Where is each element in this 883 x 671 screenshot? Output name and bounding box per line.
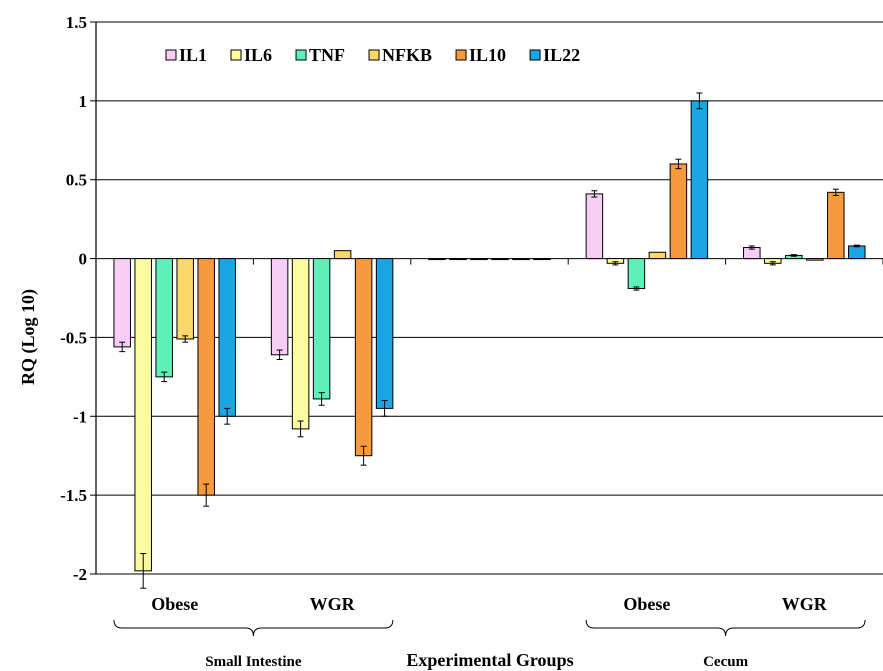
- error-bar: [318, 392, 325, 406]
- bar-tnf: [155, 258, 173, 378]
- error-bar: [790, 254, 797, 257]
- legend-label: NFKB: [382, 45, 432, 65]
- legend-item-nfkb: NFKB: [368, 45, 432, 65]
- y-tick-label: -1.5: [60, 486, 87, 505]
- y-tick-label: 0: [79, 250, 88, 269]
- legend-item-tnf: TNF: [295, 45, 345, 65]
- error-bar: [591, 190, 598, 198]
- bar-il10: [512, 258, 530, 261]
- bar-il6: [449, 258, 467, 261]
- x-category-label: Obese: [151, 594, 198, 614]
- y-tick-label: -0.5: [60, 328, 87, 347]
- error-bar: [276, 349, 283, 361]
- bar-il10: [669, 163, 688, 260]
- section-label: Cecum: [703, 654, 748, 670]
- x-category-label: Obese: [623, 594, 670, 614]
- y-tick-label: -2: [73, 565, 87, 584]
- bar-il22: [690, 100, 709, 260]
- bar-tnf: [312, 258, 331, 400]
- bar-il10: [197, 258, 215, 496]
- bar-il10: [827, 191, 845, 260]
- y-tick-label: 0.5: [66, 171, 87, 190]
- error-bar: [119, 341, 126, 353]
- x-axis-title: Experimental Groups: [406, 650, 573, 670]
- bar-tnf: [627, 258, 646, 290]
- bar-il22: [533, 258, 551, 261]
- bar-il6: [134, 258, 152, 572]
- legend-swatch: [295, 49, 307, 61]
- error-bar: [696, 92, 703, 110]
- legend-label: IL1: [179, 45, 207, 65]
- axes: -2 -1.5 -1 -0.5 0 0.5 1 1.5: [60, 13, 883, 584]
- y-tick-label: 1.5: [66, 13, 87, 32]
- bar-il22: [218, 258, 236, 417]
- section-bracket: [113, 619, 394, 637]
- bar-il1: [428, 258, 446, 261]
- bar-nfkb: [806, 258, 824, 261]
- bar-nfkb: [333, 250, 352, 260]
- y-tick-label: 1: [79, 92, 88, 111]
- legend-swatch: [165, 49, 177, 61]
- error-bar: [612, 261, 619, 266]
- x-category-label: WGR: [782, 594, 828, 614]
- legend-label: IL22: [543, 45, 580, 65]
- x-category-label: WGR: [310, 594, 356, 614]
- bar-nfkb: [648, 251, 667, 260]
- error-bar: [381, 400, 388, 417]
- section-label: Small Intestine: [205, 654, 302, 670]
- error-bar: [203, 483, 210, 507]
- section-bracket: [585, 619, 866, 637]
- error-bar: [140, 552, 147, 589]
- legend-item-il6: IL6: [230, 45, 272, 65]
- legend-item-il10: IL10: [455, 45, 506, 65]
- bar-il22: [375, 258, 394, 409]
- error-bar: [832, 188, 839, 196]
- error-bar: [360, 445, 367, 466]
- error-bar: [161, 371, 168, 383]
- bar-il6: [291, 258, 310, 430]
- y-axis-title: RQ (Log 10): [18, 289, 39, 385]
- legend-swatch: [529, 49, 541, 61]
- bar-tnf: [470, 258, 488, 261]
- error-bar: [297, 420, 304, 438]
- y-tick-label: -1: [73, 407, 87, 426]
- error-bar: [633, 286, 640, 291]
- bar-il1: [113, 258, 131, 348]
- legend-label: IL10: [469, 45, 506, 65]
- bar-il22: [848, 245, 866, 260]
- legend-item-il1: IL1: [165, 45, 207, 65]
- bars: [113, 92, 866, 589]
- error-bar: [853, 244, 860, 248]
- legend-item-il22: IL22: [529, 45, 580, 65]
- bar-il1: [585, 193, 604, 260]
- legend-label: IL6: [244, 45, 272, 65]
- error-bar: [182, 335, 189, 343]
- bar-il10: [354, 258, 373, 457]
- bar-nfkb: [176, 258, 194, 340]
- bar-il1: [270, 258, 289, 356]
- legend-label: TNF: [309, 45, 345, 65]
- legend-swatch: [230, 49, 242, 61]
- bar-nfkb: [491, 258, 509, 261]
- error-bar: [748, 245, 755, 250]
- labels: Obese WGR Obese WGR Small Intestine Cecum: [113, 594, 866, 670]
- legend-swatch: [455, 49, 467, 61]
- error-bar: [224, 407, 231, 425]
- legend: IL1 IL6 TNF NFKB IL10 IL22: [165, 45, 580, 65]
- legend-swatch: [368, 49, 380, 61]
- error-bar: [675, 158, 682, 170]
- error-bar: [769, 261, 776, 266]
